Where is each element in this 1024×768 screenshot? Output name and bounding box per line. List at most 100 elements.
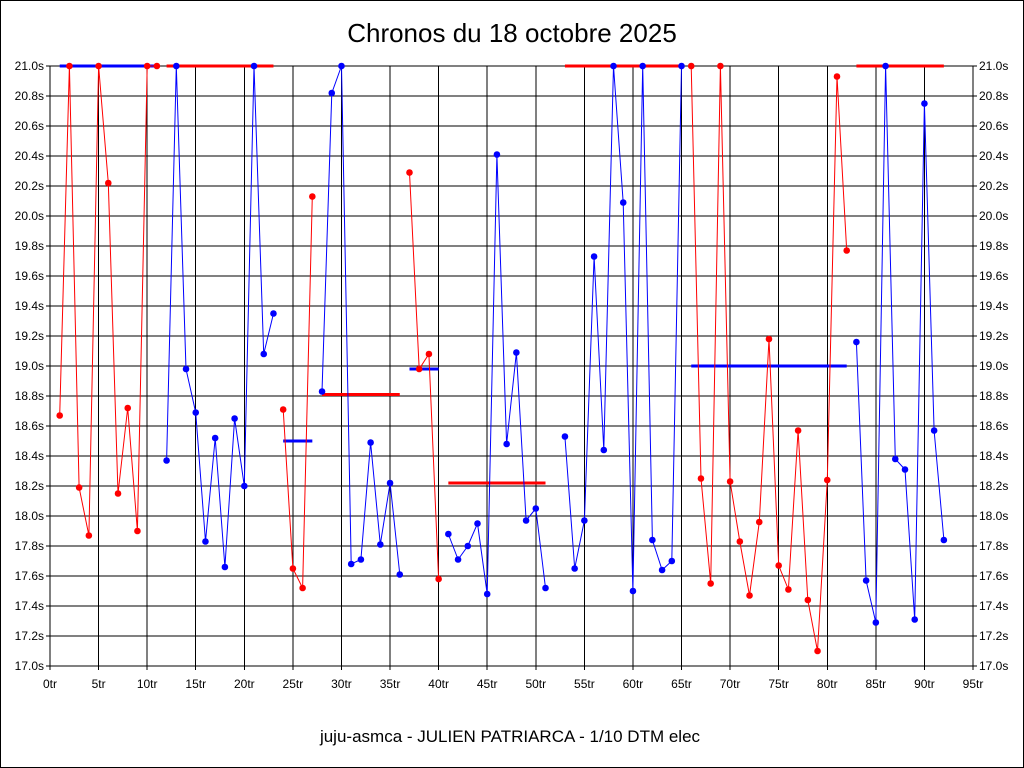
data-point xyxy=(474,520,481,527)
y-tick-label-right: 17.4s xyxy=(979,599,1008,613)
data-point xyxy=(862,577,870,584)
series-line xyxy=(166,65,274,568)
data-point xyxy=(891,455,899,463)
series-line xyxy=(564,65,682,592)
data-point xyxy=(639,62,646,70)
y-tick-label: 18.4s xyxy=(15,449,44,463)
x-tick-label: 25tr xyxy=(283,677,304,691)
y-tick-label: 17.2s xyxy=(15,629,44,643)
data-point xyxy=(872,619,880,626)
y-tick-label-right: 20.4s xyxy=(979,149,1008,163)
data-point xyxy=(911,616,919,623)
data-point xyxy=(814,647,821,655)
data-point xyxy=(279,406,287,413)
y-tick-label-right: 17.0s xyxy=(979,659,1008,673)
data-point xyxy=(367,439,374,446)
y-tick-label-right: 19.4s xyxy=(979,299,1008,313)
y-tick-label-right: 19.6s xyxy=(979,269,1008,283)
y-tick-label: 18.2s xyxy=(15,479,44,493)
data-point xyxy=(309,193,316,200)
data-point xyxy=(600,446,608,454)
y-tick-label-right: 18.8s xyxy=(979,389,1008,403)
x-tick-label: 95tr xyxy=(963,677,984,691)
data-point xyxy=(211,434,219,442)
data-point xyxy=(104,179,112,187)
data-point xyxy=(241,482,248,490)
data-point xyxy=(542,584,549,592)
data-point xyxy=(590,253,598,260)
data-point xyxy=(445,530,452,538)
data-point xyxy=(736,538,744,545)
data-point xyxy=(114,490,122,497)
data-point xyxy=(493,151,501,158)
y-tick-label-right: 19.8s xyxy=(979,239,1008,253)
data-point xyxy=(328,89,336,97)
data-point xyxy=(940,536,948,544)
data-point xyxy=(270,310,277,317)
y-tick-label-right: 19.0s xyxy=(979,359,1008,373)
plot-border xyxy=(49,65,974,667)
y-tick-label: 20.4s xyxy=(15,149,44,163)
data-point xyxy=(794,427,802,434)
data-point xyxy=(765,335,773,343)
y-tick-label: 19.8s xyxy=(15,239,44,253)
y-tick-label: 18.8s xyxy=(15,389,44,403)
data-point xyxy=(182,365,190,373)
y-tick-label-right: 17.6s xyxy=(979,569,1008,583)
y-tick-label: 17.8s xyxy=(15,539,44,553)
x-tick-label: 15tr xyxy=(185,677,206,691)
data-point xyxy=(668,557,676,565)
x-tick-label: 60tr xyxy=(623,677,644,691)
data-point xyxy=(153,62,161,70)
series-line xyxy=(282,196,313,589)
data-point xyxy=(629,587,637,595)
data-point xyxy=(357,556,365,563)
x-tick-label: 35tr xyxy=(380,677,401,691)
data-point xyxy=(435,575,442,583)
y-tick-label: 20.0s xyxy=(15,209,44,223)
x-tick-label: 55tr xyxy=(574,677,595,691)
data-point xyxy=(124,404,132,412)
x-tick-label: 65tr xyxy=(671,677,692,691)
data-point xyxy=(658,566,666,574)
x-tick-label: 50tr xyxy=(525,677,546,691)
data-point xyxy=(464,542,472,550)
data-point xyxy=(66,62,73,70)
data-point xyxy=(726,478,734,485)
data-point xyxy=(406,169,413,176)
data-point xyxy=(697,475,705,482)
data-point xyxy=(532,505,540,512)
y-tick-label: 17.4s xyxy=(15,599,44,613)
data-point xyxy=(173,62,180,70)
data-point xyxy=(289,565,297,572)
data-point xyxy=(707,580,714,587)
data-point xyxy=(561,433,569,440)
data-point xyxy=(853,338,860,346)
data-point xyxy=(202,538,209,545)
data-point xyxy=(85,532,93,539)
data-point xyxy=(581,517,588,524)
data-point xyxy=(347,560,355,568)
y-tick-label-right: 17.8s xyxy=(979,539,1008,553)
x-tick-label: 20tr xyxy=(234,677,255,691)
data-point xyxy=(610,62,617,70)
x-tick-label: 40tr xyxy=(428,677,449,691)
data-point xyxy=(386,479,394,487)
data-point xyxy=(746,592,753,599)
x-tick-label: 5tr xyxy=(92,677,106,691)
y-tick-label: 19.6s xyxy=(15,269,44,283)
data-point xyxy=(231,415,238,422)
data-point xyxy=(377,541,384,548)
x-tick-label: 75tr xyxy=(768,677,789,691)
data-point xyxy=(882,62,889,70)
data-point xyxy=(678,62,685,70)
data-point xyxy=(425,350,433,358)
data-point xyxy=(299,584,306,592)
y-tick-label: 17.6s xyxy=(15,569,44,583)
data-point xyxy=(75,484,83,491)
data-point xyxy=(649,536,656,544)
series-line xyxy=(447,154,546,595)
data-point xyxy=(522,517,530,524)
data-point xyxy=(823,476,831,484)
